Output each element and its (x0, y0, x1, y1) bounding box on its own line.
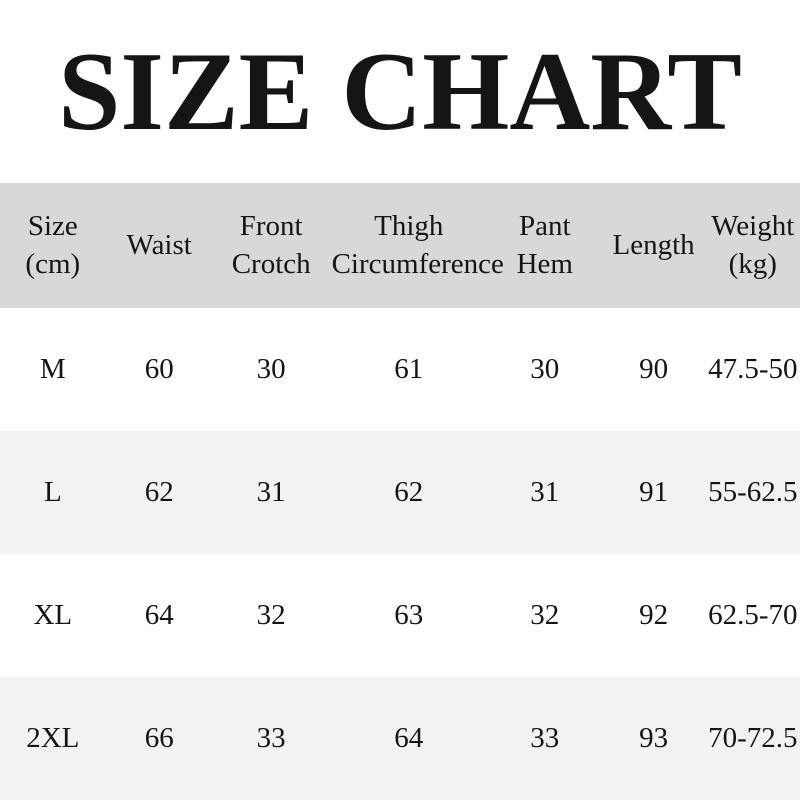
pant-hem-cell: 33 (530, 722, 560, 754)
length-cell: 92 (639, 599, 669, 631)
front-crotch-cell: 31 (256, 476, 286, 508)
table-row-xl: XL 64 32 63 32 92 62.5-70 (0, 554, 800, 677)
waist-cell: 66 (144, 722, 174, 754)
header-pant-hem: Pant Hem (516, 209, 573, 280)
header-thigh-circumference: Thigh Circumference (331, 209, 504, 280)
weight-cell: 70-72.5 (708, 722, 798, 754)
pant-hem-cell: 30 (530, 353, 560, 385)
thigh-circumference-cell: 63 (394, 599, 424, 631)
length-cell: 91 (639, 476, 669, 508)
thigh-circumference-cell: 61 (394, 353, 424, 385)
size-cell: XL (33, 599, 73, 631)
header-waist: Waist (126, 228, 192, 261)
header-length: Length (612, 228, 695, 261)
weight-cell: 62.5-70 (708, 599, 798, 631)
size-cell: 2XL (26, 722, 80, 754)
pant-hem-cell: 31 (530, 476, 560, 508)
table-row-l: L 62 31 62 31 91 55-62.5 (0, 431, 800, 554)
waist-cell: 60 (144, 353, 174, 385)
page-title: SIZE CHART (58, 29, 742, 154)
weight-cell: 55-62.5 (708, 476, 798, 508)
pant-hem-cell: 32 (530, 599, 560, 631)
table-row-m: M 60 30 61 30 90 47.5-50 (0, 308, 800, 431)
front-crotch-cell: 32 (256, 599, 286, 631)
waist-cell: 62 (144, 476, 174, 508)
length-cell: 90 (639, 353, 669, 385)
header-front-crotch: Front Crotch (231, 209, 311, 280)
front-crotch-cell: 33 (256, 722, 286, 754)
length-cell: 93 (639, 722, 669, 754)
size-cell: M (39, 353, 66, 385)
weight-cell: 47.5-50 (708, 353, 798, 385)
waist-cell: 64 (144, 599, 174, 631)
size-cell: L (43, 476, 62, 508)
thigh-circumference-cell: 62 (394, 476, 424, 508)
size-chart-table: Size (cm) Waist Front Crotch Thigh Circu… (0, 183, 800, 800)
table-row-2xl: 2XL 66 33 64 33 93 70-72.5 (0, 677, 800, 800)
header-size-cm: Size (cm) (25, 209, 81, 280)
front-crotch-cell: 30 (256, 353, 286, 385)
title-band: SIZE CHART (0, 0, 800, 183)
header-row: Size (cm) Waist Front Crotch Thigh Circu… (0, 183, 800, 308)
header-weight-kg: Weight (kg) (711, 209, 795, 280)
thigh-circumference-cell: 64 (394, 722, 424, 754)
